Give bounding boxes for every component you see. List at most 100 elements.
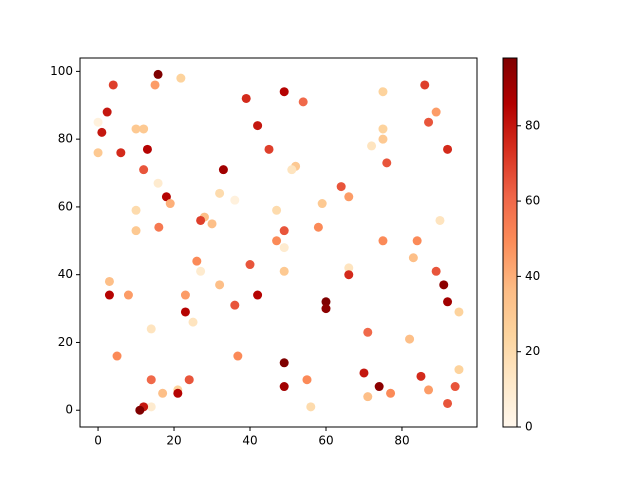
point [135,405,145,415]
point [165,199,175,209]
point [253,290,263,300]
point [287,165,297,175]
point [412,236,422,246]
point [344,192,354,202]
x-tick-label: 80 [394,434,409,448]
point [386,388,396,398]
point [431,107,441,117]
point [123,290,133,300]
point [420,80,430,90]
point [158,388,168,398]
point [142,144,152,154]
point [443,297,453,307]
point [146,324,156,334]
point [378,134,388,144]
point [93,148,103,158]
point [344,263,354,273]
point [184,375,194,385]
point [279,87,289,97]
point [454,307,464,317]
point [374,382,384,392]
point [146,402,156,412]
point [313,222,323,232]
point [435,215,445,225]
colorbar-tick-label: 80 [525,118,540,132]
point [253,121,263,131]
point [336,182,346,192]
point [367,141,377,151]
point [241,93,251,103]
colorbar-tick-label: 20 [525,344,540,358]
x-tick-label: 20 [166,434,181,448]
point [382,158,392,168]
point [279,358,289,368]
point [218,165,228,175]
point [416,371,426,381]
point [245,260,255,270]
point [424,117,434,127]
point [302,375,312,385]
point [230,195,240,205]
point [102,107,112,117]
point [279,266,289,276]
point [321,297,331,307]
point [230,300,240,310]
y-tick-label: 40 [58,267,73,281]
point [359,368,369,378]
point [116,148,126,158]
point [272,236,282,246]
point [192,256,202,266]
point [450,382,460,392]
point [279,382,289,392]
point [150,80,160,90]
point [112,351,122,361]
point [431,266,441,276]
point [104,276,114,286]
point [108,80,118,90]
point [363,327,373,337]
point [317,199,327,209]
point [443,144,453,154]
colorbar-tick-label: 60 [525,194,540,208]
colorbar-tick-label: 0 [525,420,533,434]
point [279,243,289,253]
point [279,226,289,236]
point [176,73,186,83]
point [378,236,388,246]
point [180,290,190,300]
colorbar [502,57,518,428]
point [378,124,388,134]
point [424,385,434,395]
point [405,334,415,344]
point [180,307,190,317]
point [131,205,141,215]
point [196,215,206,225]
point [104,290,114,300]
point [154,222,164,232]
point [207,219,217,229]
point [306,402,316,412]
x-tick-label: 60 [318,434,333,448]
point [153,178,163,188]
point [139,165,149,175]
point [439,280,449,290]
point [215,188,225,198]
y-tick-label: 20 [58,335,73,349]
point [408,253,418,263]
x-tick-label: 0 [94,434,102,448]
point [139,124,149,134]
point [344,270,354,280]
y-tick-label: 60 [58,199,73,213]
point [233,351,243,361]
point [215,280,225,290]
point [153,69,163,79]
point [363,392,373,402]
point [97,127,107,137]
point [196,266,206,276]
point [454,365,464,375]
plot-frame [79,57,478,428]
point [131,226,141,236]
point [321,304,331,314]
point [131,124,141,134]
